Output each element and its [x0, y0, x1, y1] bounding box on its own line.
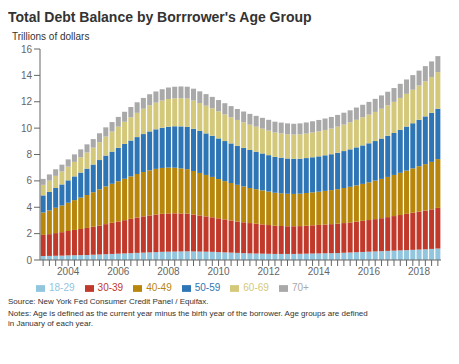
svg-text:2018: 2018 — [408, 266, 431, 277]
html-text:60-69: 60-69 — [243, 282, 269, 293]
svg-text:2008: 2008 — [157, 266, 180, 277]
svg-text:2: 2 — [26, 228, 32, 239]
svg-text:6: 6 — [26, 175, 32, 186]
svg-text:2014: 2014 — [308, 266, 331, 277]
svg-text:2006: 2006 — [107, 266, 130, 277]
html-text:18-29: 18-29 — [49, 282, 75, 293]
svg-text:4: 4 — [26, 202, 32, 213]
svg-text:2012: 2012 — [258, 266, 281, 277]
svg-text:8: 8 — [26, 149, 32, 160]
html-text:70+: 70+ — [291, 282, 309, 293]
html-text:Notes: Age is defined as the c: Notes: Age is defined as the current yea… — [8, 309, 368, 318]
html-text:in January of each year.: in January of each year. — [8, 319, 93, 328]
svg-text:10: 10 — [21, 123, 33, 134]
svg-text:14: 14 — [21, 70, 33, 81]
html-text:50-59: 50-59 — [194, 282, 221, 293]
svg-text:0: 0 — [26, 255, 32, 266]
svg-text:16: 16 — [21, 44, 33, 55]
svg-text:2010: 2010 — [207, 266, 230, 277]
svg-text:2004: 2004 — [57, 266, 80, 277]
html-text:30-39: 30-39 — [97, 282, 124, 293]
html-text:Source: New York Fed Consumer: Source: New York Fed Consumer Credit Pan… — [8, 297, 209, 306]
svg-text:2016: 2016 — [358, 266, 381, 277]
html-text:Trillions of dollars: Trillions of dollars — [12, 31, 90, 42]
html-text:40-49: 40-49 — [146, 282, 172, 293]
svg-text:12: 12 — [21, 96, 33, 107]
html-text:Total Debt Balance by Borrrowe: Total Debt Balance by Borrrower's Age Gr… — [8, 9, 312, 25]
